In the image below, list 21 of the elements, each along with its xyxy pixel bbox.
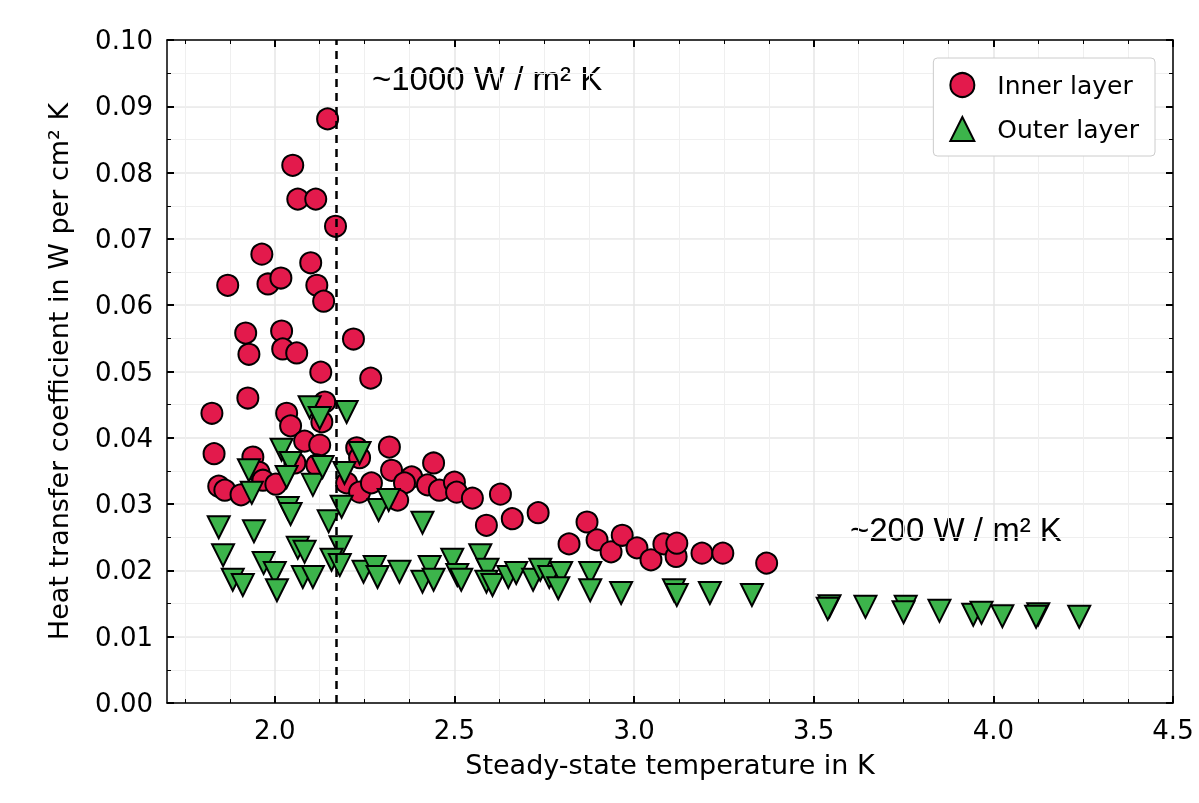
y-tick-label: 0.07 (95, 223, 153, 254)
y-tick-label: 0.05 (95, 356, 153, 387)
x-tick-label: 4.5 (1152, 715, 1194, 745)
y-tick-label: 0.00 (95, 688, 153, 718)
y-axis-title: Heat transfer coefficient in W per cm² K (43, 101, 74, 641)
y-tick-label: 0.10 (95, 25, 153, 55)
y-tick-label: 0.09 (95, 91, 153, 122)
x-tick-label: 2.5 (433, 715, 476, 745)
x-tick-label: 2.0 (254, 715, 296, 745)
y-tick-label: 0.06 (95, 290, 153, 321)
x-axis-title: Steady-state temperature in K (465, 749, 877, 780)
x-tick-label: 4.0 (972, 715, 1015, 745)
y-tick-label: 0.08 (95, 157, 153, 188)
y-tick-label: 0.02 (95, 555, 153, 586)
x-tick-label: 3.0 (613, 715, 655, 745)
x-tick-label: 3.5 (793, 715, 835, 745)
legend-label: Inner layer (997, 70, 1134, 100)
y-tick-label: 0.01 (95, 621, 153, 652)
y-tick-label: 0.03 (95, 489, 153, 520)
y-tick-label: 0.04 (95, 422, 153, 453)
legend-label: Outer layer (997, 114, 1140, 144)
